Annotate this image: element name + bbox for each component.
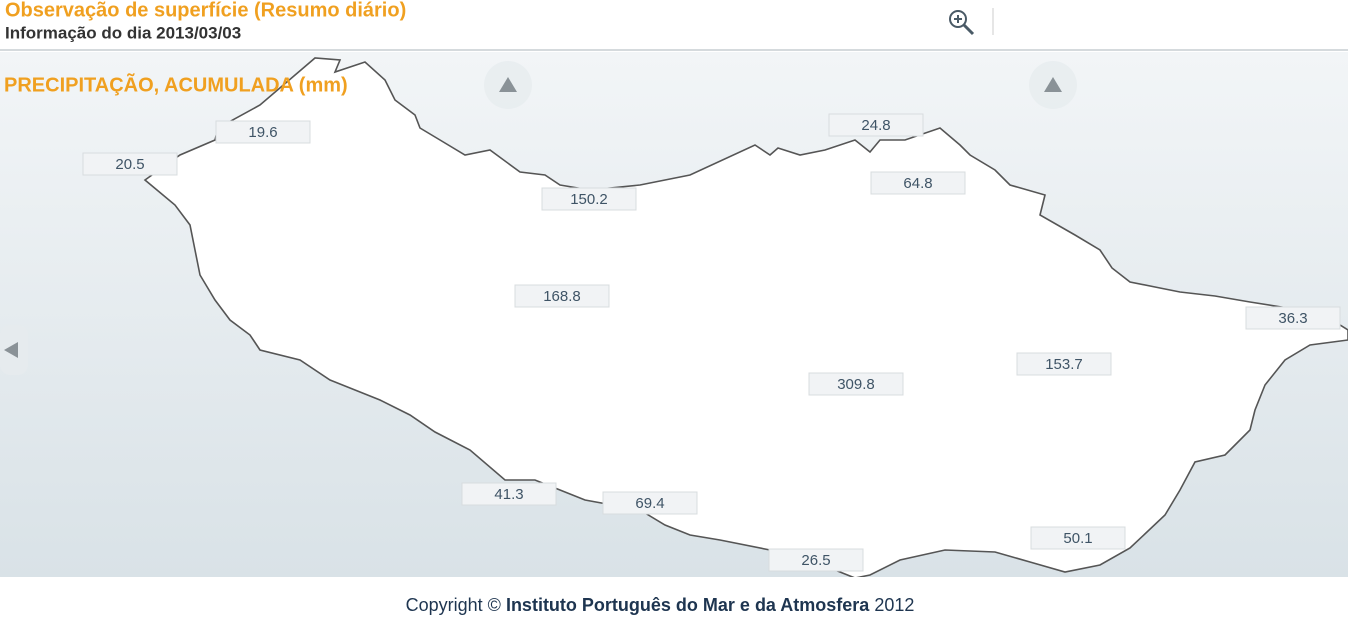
pan-up-left[interactable]: [484, 61, 532, 109]
station-value: 168.8: [543, 288, 581, 305]
station-value: 69.4: [635, 495, 664, 512]
map-title: PRECIPITAÇÃO, ACUMULADA (mm): [4, 73, 348, 96]
copyright-org: Instituto Português do Mar e da Atmosfer…: [506, 595, 870, 615]
station-box[interactable]: [541, 187, 637, 211]
page-subtitle: Informação do dia 2013/03/03: [5, 23, 241, 42]
station-value: 153.7: [1045, 356, 1083, 373]
station-value: 64.8: [903, 175, 932, 192]
copyright-year: 2012: [874, 595, 914, 615]
station-box[interactable]: [82, 152, 178, 176]
station-labels: 20.5 19.6 24.8 150.2 64.8 168.8 36.3 153.7 309.8…: [82, 113, 1341, 572]
station-value: 20.5: [115, 156, 144, 173]
station-box[interactable]: [1016, 352, 1112, 376]
station-value: 150.2: [570, 191, 608, 208]
station-value: 36.3: [1278, 310, 1307, 327]
copyright-prefix: Copyright ©: [406, 595, 501, 615]
station-value: 24.8: [861, 117, 890, 134]
copyright: Copyright © Instituto Português do Mar e…: [406, 595, 915, 615]
station-box[interactable]: [1245, 306, 1341, 330]
station-box[interactable]: [461, 482, 557, 506]
zoom-button[interactable]: [949, 10, 975, 36]
page-title: Observação de superfície (Resumo diário): [5, 0, 406, 21]
footer-bg: [0, 577, 1348, 625]
pan-left[interactable]: [0, 325, 28, 375]
station-box[interactable]: [1030, 526, 1126, 550]
station-box[interactable]: [808, 372, 904, 396]
station-box[interactable]: [828, 113, 924, 137]
station-box[interactable]: [768, 548, 864, 572]
station-value: 50.1: [1063, 530, 1092, 547]
station-box[interactable]: [870, 171, 966, 195]
station-value: 309.8: [837, 376, 875, 393]
station-box[interactable]: [215, 120, 311, 144]
station-value: 41.3: [494, 486, 523, 503]
station-value: 19.6: [248, 124, 277, 141]
pan-up-right[interactable]: [1029, 61, 1077, 109]
station-value: 26.5: [801, 552, 830, 569]
station-box[interactable]: [514, 284, 610, 308]
station-box[interactable]: [602, 491, 698, 515]
